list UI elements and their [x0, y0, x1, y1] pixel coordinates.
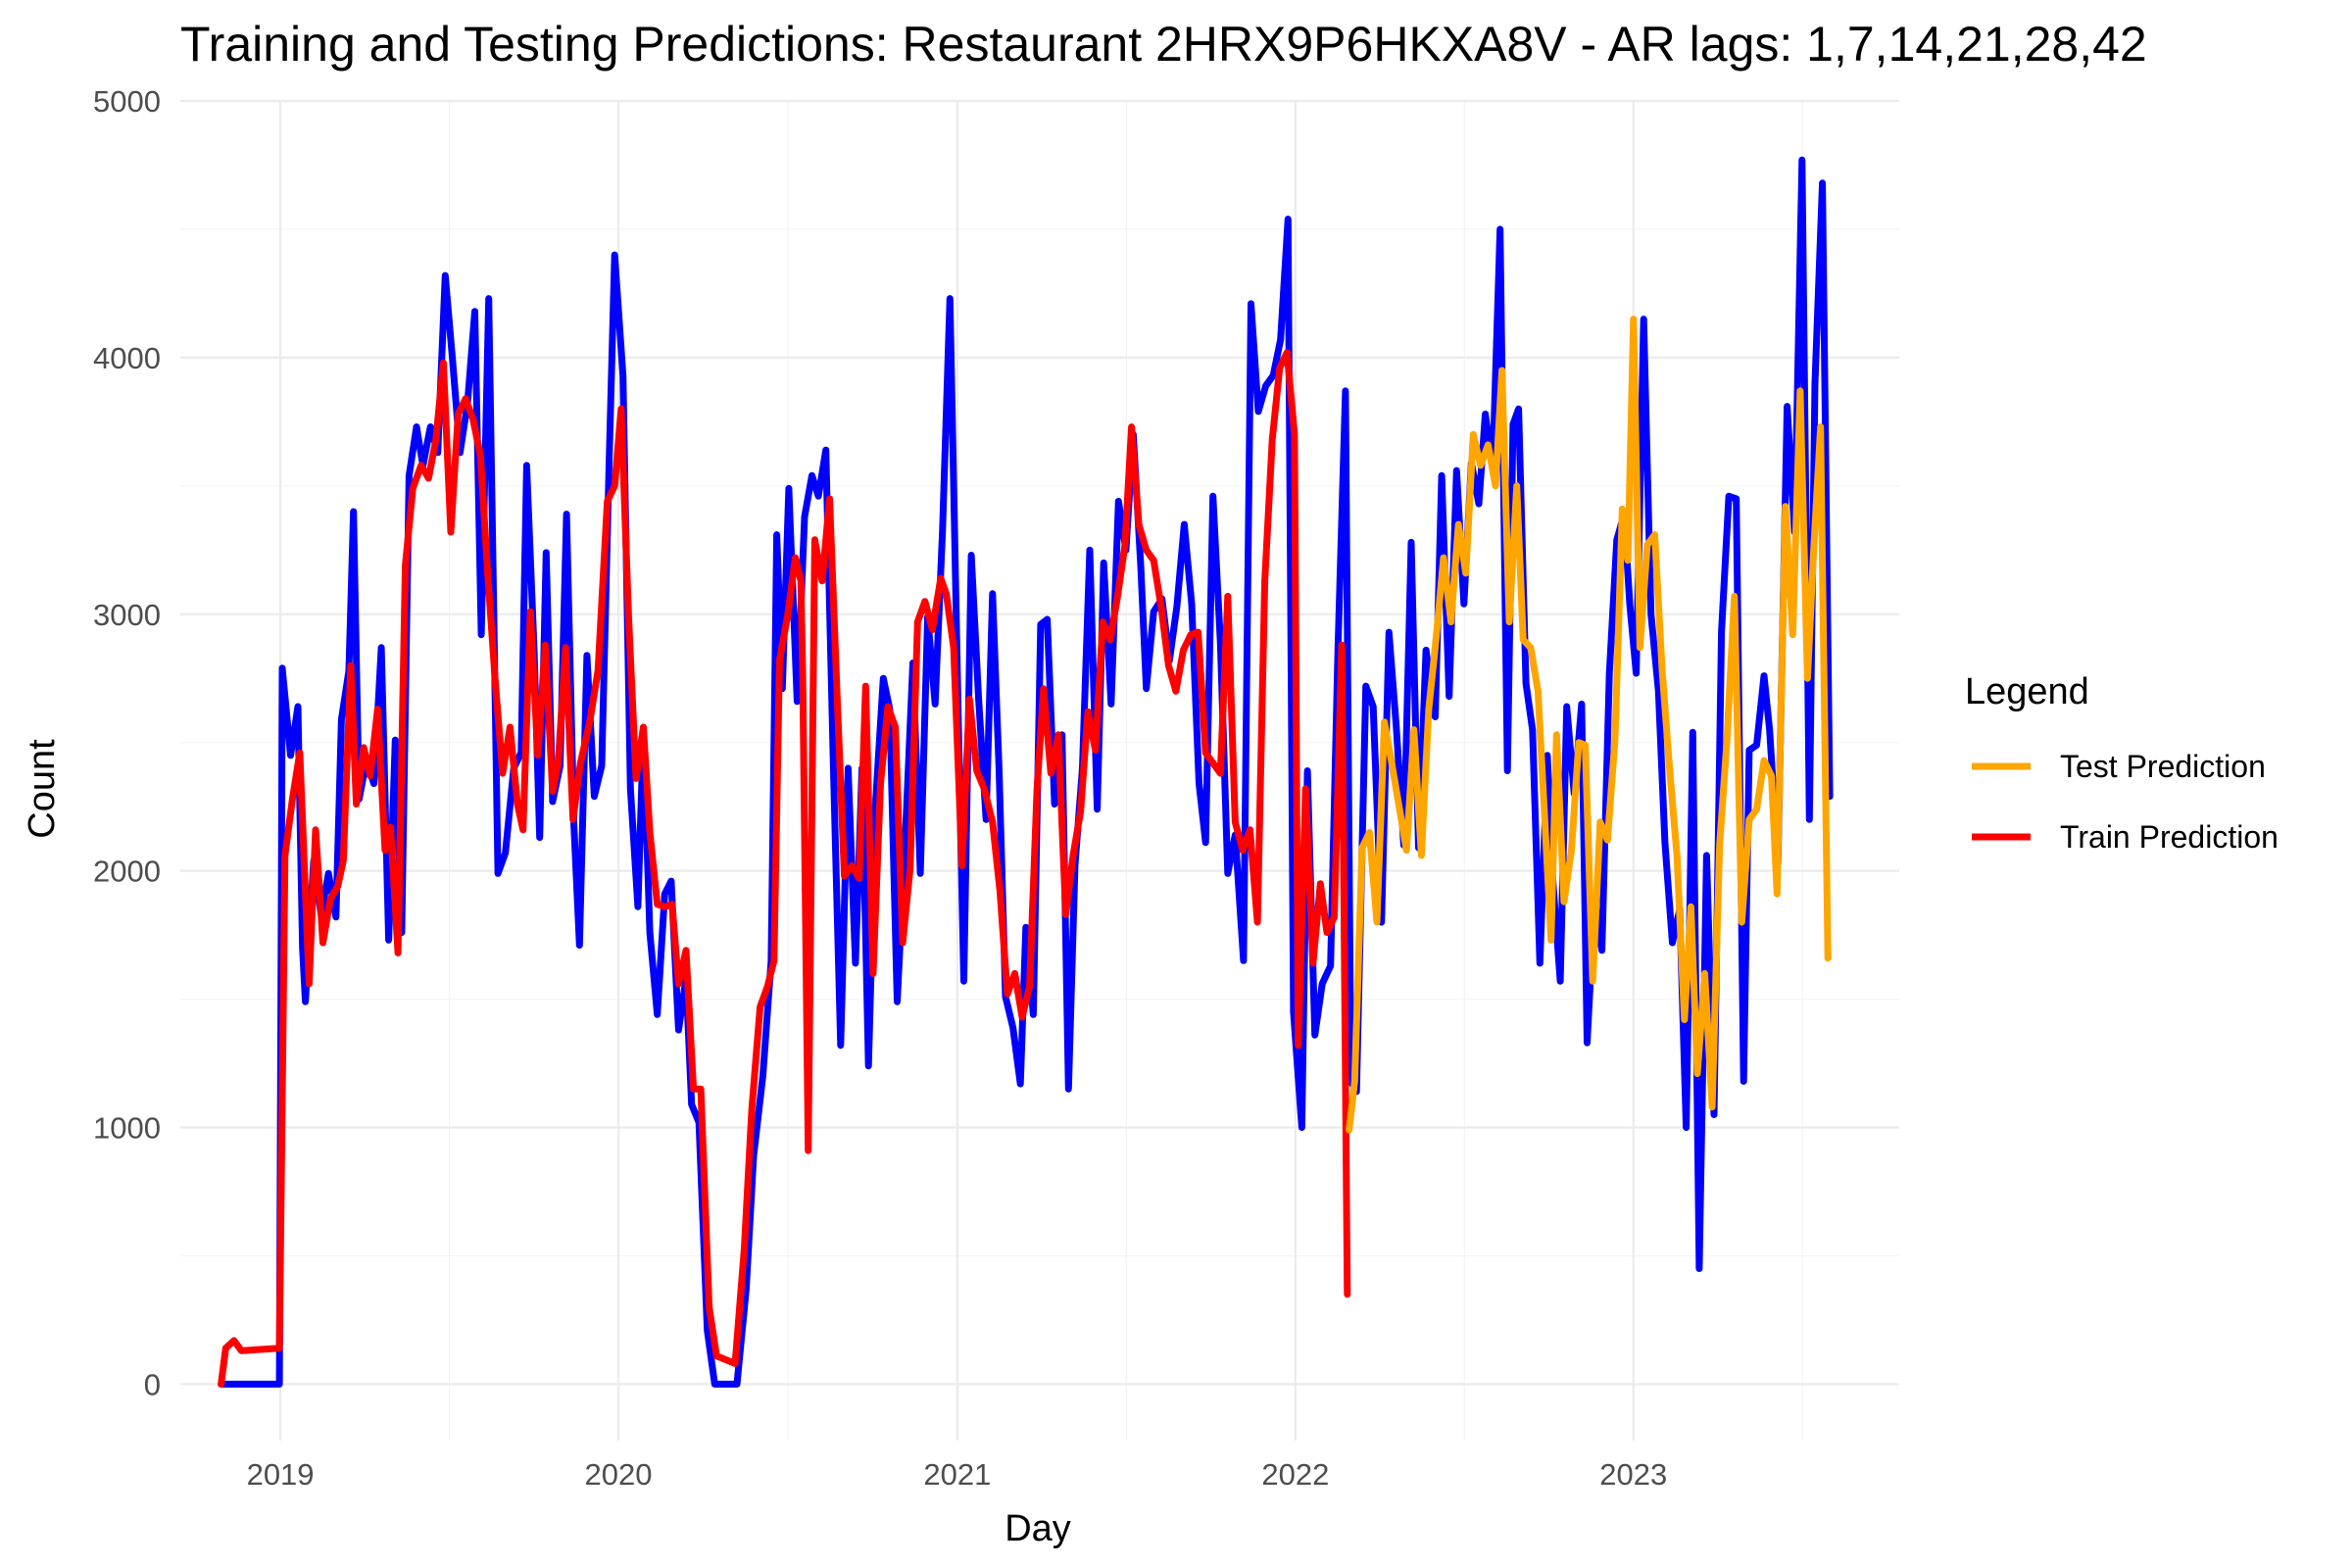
y-tick-label: 4000 — [93, 341, 161, 375]
legend-label: Train Prediction — [2060, 819, 2278, 855]
y-tick-label: 2000 — [93, 855, 161, 889]
x-tick-label: 2019 — [247, 1457, 315, 1492]
y-axis-title: Count — [22, 739, 63, 839]
y-tick-label: 3000 — [93, 598, 161, 632]
x-tick-label: 2021 — [923, 1457, 991, 1492]
chart-title: Training and Testing Predictions: Restau… — [180, 17, 2147, 72]
series-layer — [218, 156, 1834, 1388]
legend-label: Test Prediction — [2060, 749, 2266, 784]
x-tick-label: 2023 — [1599, 1457, 1667, 1492]
y-tick-label: 0 — [144, 1367, 161, 1401]
series-line-1 — [218, 349, 1351, 1388]
x-tick-label: 2022 — [1261, 1457, 1329, 1492]
grid-lines — [180, 99, 1899, 1441]
x-tick-label: 2020 — [585, 1457, 653, 1492]
series-line-2 — [1346, 316, 1832, 1134]
y-tick-label: 5000 — [93, 84, 161, 119]
axis-labels: 0 1000 2000 3000 4000 5000 2019 2020 2021 2022 202… — [93, 84, 1667, 1492]
x-axis-title: Day — [1004, 1508, 1071, 1549]
legend-title: Legend — [1965, 671, 2089, 712]
legend: Legend Test Prediction Train Prediction — [1965, 671, 2278, 855]
legend-entries: Test Prediction Train Prediction — [1972, 749, 2278, 855]
y-tick-label: 1000 — [93, 1111, 161, 1146]
